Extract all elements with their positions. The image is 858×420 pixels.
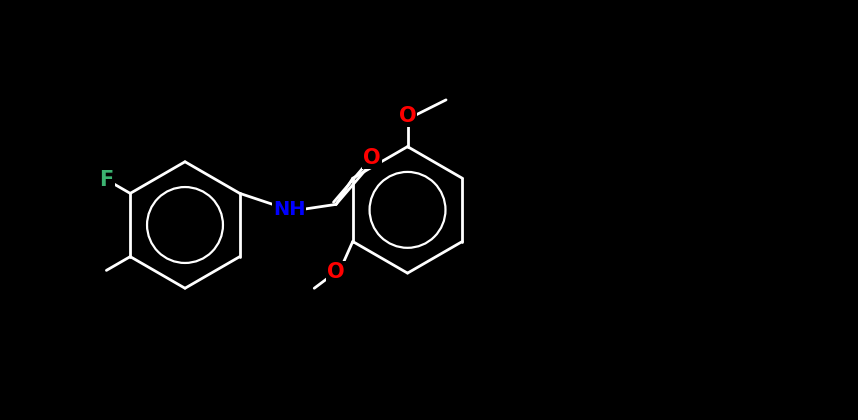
- Text: F: F: [100, 170, 113, 189]
- Text: O: O: [328, 262, 345, 282]
- Text: NH: NH: [273, 200, 305, 219]
- Text: O: O: [363, 147, 381, 168]
- Text: O: O: [399, 106, 416, 126]
